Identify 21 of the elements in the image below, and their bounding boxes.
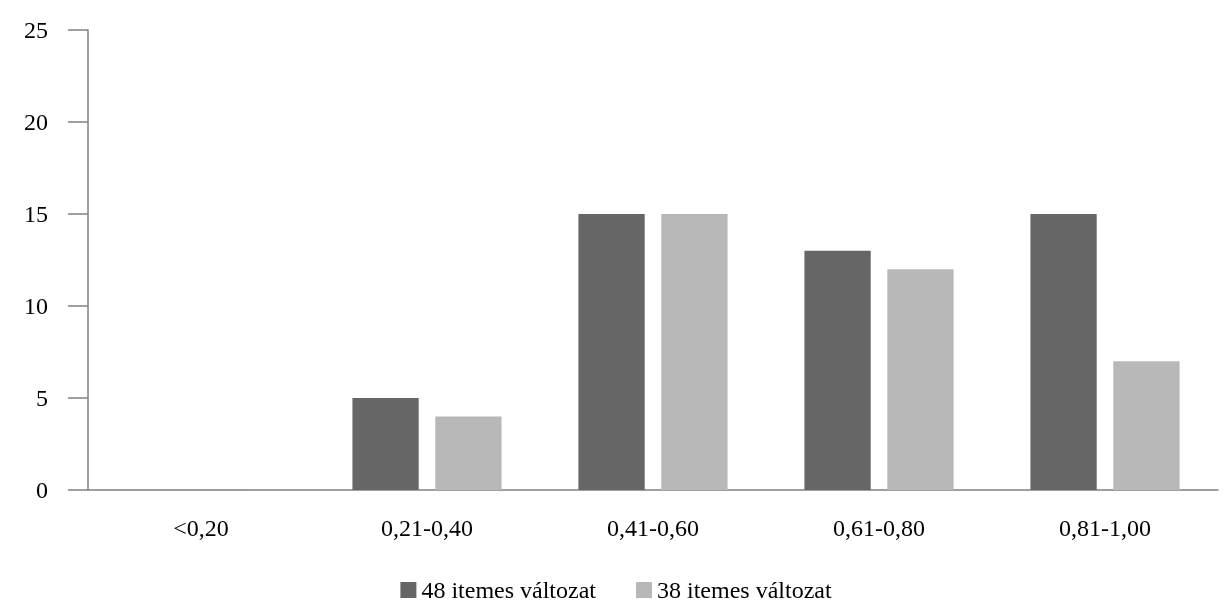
y-tick-label: 15 bbox=[24, 201, 48, 227]
bar bbox=[1030, 214, 1097, 490]
bar bbox=[661, 214, 728, 490]
bar bbox=[804, 250, 871, 490]
y-tick-label: 0 bbox=[36, 477, 48, 503]
x-tick-label: 0,81-1,00 bbox=[1059, 515, 1151, 541]
x-tick-label: 0,61-0,80 bbox=[833, 515, 925, 541]
x-tick-label: 0,21-0,40 bbox=[381, 515, 473, 541]
y-tick-label: 10 bbox=[24, 293, 48, 319]
bar bbox=[887, 269, 954, 490]
legend-label: 38 itemes változat bbox=[657, 577, 832, 603]
y-tick-label: 20 bbox=[24, 109, 48, 135]
legend-label: 48 itemes változat bbox=[421, 577, 597, 603]
bar bbox=[578, 214, 645, 490]
bar bbox=[352, 398, 419, 490]
y-tick-label: 25 bbox=[24, 17, 48, 43]
x-tick-label: 0,41-0,60 bbox=[607, 515, 699, 541]
bar bbox=[1113, 361, 1180, 490]
bar bbox=[435, 416, 502, 490]
x-tick-label: <0,20 bbox=[173, 515, 229, 541]
y-tick-label: 5 bbox=[36, 385, 48, 411]
